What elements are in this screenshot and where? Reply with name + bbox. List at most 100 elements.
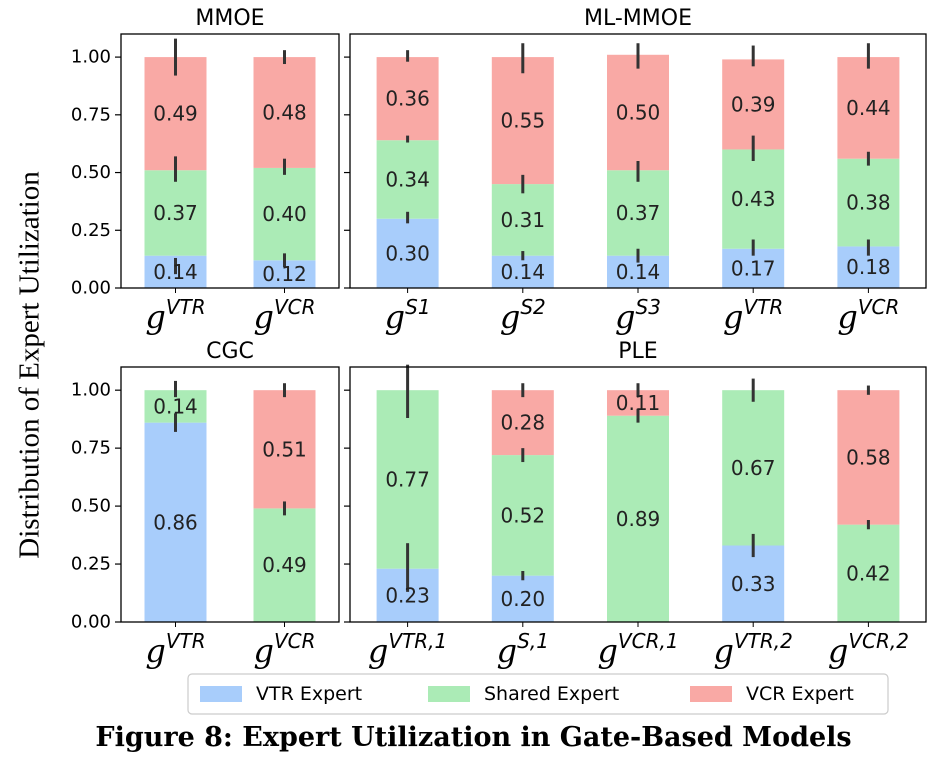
plot-frame (349, 366, 927, 623)
bar-segment-vcr (837, 57, 900, 159)
bar-segment-shared (607, 415, 669, 622)
bar-stack: 0.12 0.40 0.48 (253, 50, 316, 288)
data-label-shared: 0.37 (616, 201, 661, 225)
bar-stack: 0.49 0.51 (253, 383, 316, 622)
panel-title: PLE (618, 339, 657, 364)
legend-swatch (428, 686, 470, 702)
bar-segment-vtr (376, 218, 439, 288)
data-label-vcr: 0.55 (501, 109, 546, 133)
y-tick-label: 0.50 (71, 162, 111, 183)
y-axis-label-svg: Distribution of Expert Utilization (14, 171, 46, 559)
y-axis-label-wrap: Distribution of Expert Utilization (4, 0, 60, 680)
bar-stack: 0.30 0.34 0.36 (376, 50, 439, 288)
panel-title: ML-MMOE (584, 6, 692, 31)
data-label-vtr: 0.18 (846, 255, 891, 279)
data-label-vtr: 0.17 (731, 256, 776, 280)
data-label-shared: 0.89 (616, 507, 661, 531)
data-label-shared: 0.37 (153, 201, 198, 225)
bar-segment-shared (607, 170, 669, 256)
bar-segment-vtr (722, 545, 785, 622)
data-label-shared: 0.34 (385, 167, 430, 191)
y-axis-label: Distribution of Expert Utilization (14, 171, 46, 559)
y-tick-label: 0.50 (71, 496, 111, 517)
data-label-vcr: 0.39 (731, 92, 776, 116)
bar-segment-shared (491, 455, 554, 576)
panel-ml-mmoe: ML-MMOE 0.30 0.34 0.36 gS1 0.14 0.31 0.55 gS2 0.1… (344, 6, 927, 336)
y-tick-label: 0.00 (71, 278, 111, 299)
legend-item-vtr: VTR Expert (200, 683, 362, 705)
legend-label: Shared Expert (484, 683, 619, 705)
data-label-vtr: 0.23 (385, 583, 430, 607)
x-tick-label: gS,1 (497, 629, 549, 670)
bar-stack: 0.14 0.37 0.50 (607, 43, 669, 288)
data-label-vcr: 0.50 (616, 101, 661, 125)
bar-segment-vcr (607, 54, 669, 171)
legend-swatch (200, 686, 242, 702)
x-tick-label: gVTR (145, 629, 205, 670)
bar-segment-vtr (491, 255, 554, 288)
data-label-vtr: 0.86 (153, 510, 198, 534)
bar-segment-vcr (253, 390, 316, 509)
plot-frame (120, 33, 340, 289)
data-label-vcr: 0.51 (262, 437, 307, 461)
x-tick-label: gVCR (837, 295, 899, 336)
data-label-shared: 0.49 (262, 553, 307, 577)
data-label-shared: 0.52 (501, 503, 546, 527)
legend-item-shared: Shared Expert (428, 683, 619, 705)
y-tick-label: 0.00 (71, 612, 111, 633)
bar-segment-vtr (491, 575, 554, 622)
data-label-vtr: 0.12 (262, 262, 307, 286)
bar-segment-vcr (837, 390, 900, 525)
bar-segment-vtr (144, 422, 207, 622)
x-tick-label: gVCR (253, 629, 315, 670)
bar-segment-shared (376, 140, 439, 219)
bar-segment-vcr (491, 390, 554, 456)
bar-segment-shared (722, 390, 785, 546)
x-tick-label: gVTR,2 (714, 629, 793, 670)
bar-segment-shared (837, 158, 900, 247)
data-label-shared: 0.77 (385, 467, 430, 491)
bar-segment-shared (837, 524, 900, 622)
bar-segment-vcr (491, 57, 554, 185)
bar-segment-vcr (376, 57, 439, 141)
y-tick-label: 1.00 (71, 380, 111, 401)
data-label-vtr: 0.14 (616, 260, 661, 284)
x-tick-label: gVTR (145, 295, 205, 336)
legend: VTR Expert Shared Expert VCR Expert (187, 673, 889, 715)
bar-stack: 0.86 0.14 (144, 380, 207, 622)
data-label-vcr: 0.28 (501, 411, 546, 435)
data-label-shared: 0.40 (262, 202, 307, 226)
bar-segment-shared (376, 390, 439, 569)
bar-stack: 0.33 0.67 (722, 378, 785, 622)
bar-segment-shared (491, 184, 554, 256)
bar-segment-shared (144, 170, 207, 256)
bar-stack: 0.17 0.43 0.39 (722, 45, 785, 288)
legend-label: VCR Expert (746, 683, 854, 705)
data-label-vtr: 0.14 (153, 260, 198, 284)
plot-frame (120, 366, 340, 623)
data-label-shared: 0.31 (501, 208, 546, 232)
panels: MMOE 0.14 0.37 0.49 gVTR 0.12 0.40 0.48 gVCR 0.00… (71, 6, 927, 670)
bar-stack: 0.14 0.37 0.49 (144, 38, 207, 288)
legend-label: VTR Expert (256, 683, 362, 705)
panel-title: CGC (206, 339, 254, 364)
data-label-vcr: 0.48 (262, 101, 307, 125)
data-label-vcr: 0.44 (846, 96, 891, 120)
bar-segment-shared (722, 149, 785, 249)
data-label-vcr: 0.49 (153, 102, 198, 126)
x-tick-label: gVTR,1 (368, 629, 447, 670)
figure-caption: Figure 8: Expert Utilization in Gate-Bas… (95, 722, 852, 753)
y-tick-label: 1.00 (71, 47, 111, 68)
bar-segment-shared (253, 167, 316, 261)
data-label-vtr: 0.33 (731, 572, 776, 596)
data-label-shared: 0.43 (731, 187, 776, 211)
data-label-vcr: 0.58 (846, 445, 891, 469)
data-label-vcr: 0.11 (616, 391, 661, 415)
panel-ple: PLE 0.23 0.77 gVTR,1 0.20 0.52 0.28 gS,1 0.89 0.1… (344, 339, 927, 670)
x-tick-label: gVCR (253, 295, 315, 336)
x-tick-label: gS2 (500, 295, 546, 336)
data-label-shared: 0.42 (846, 561, 891, 585)
bar-stack: 0.18 0.38 0.44 (837, 43, 900, 288)
data-label-vtr: 0.20 (501, 587, 546, 611)
bar-segment-vcr (144, 57, 207, 171)
